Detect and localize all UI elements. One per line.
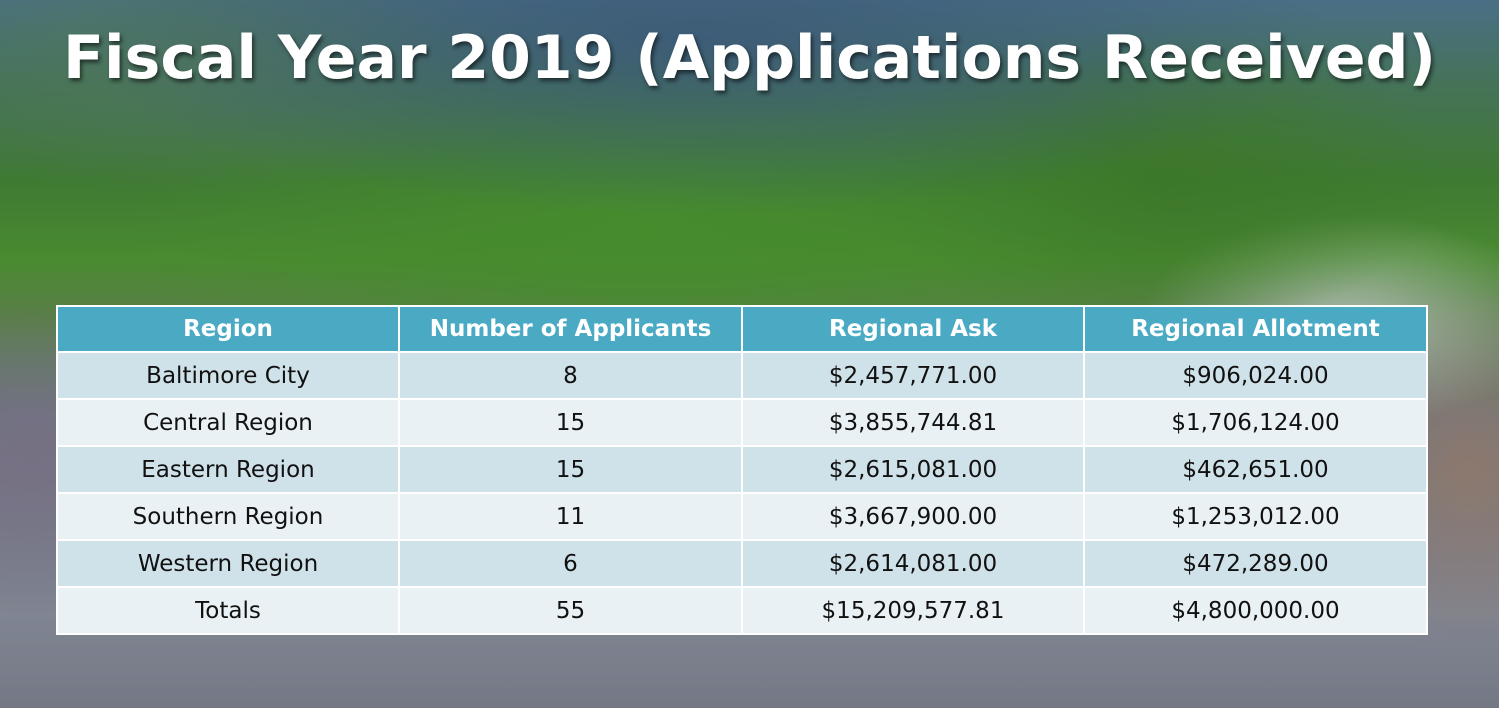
cell-regional-allotment: $472,289.00 — [1083, 539, 1428, 588]
cell-regional-ask: $2,457,771.00 — [741, 351, 1085, 400]
table-row: Eastern Region 15 $2,615,081.00 $462,651… — [56, 445, 1428, 494]
cell-region: Eastern Region — [56, 445, 400, 494]
cell-totals-label: Totals — [56, 586, 400, 635]
cell-applicants: 8 — [398, 351, 743, 400]
cell-region: Western Region — [56, 539, 400, 588]
table-row: Central Region 15 $3,855,744.81 $1,706,1… — [56, 398, 1428, 447]
cell-regional-ask: $2,615,081.00 — [741, 445, 1085, 494]
applications-table-container: Region Number of Applicants Regional Ask… — [56, 305, 1428, 635]
cell-regional-allotment: $906,024.00 — [1083, 351, 1428, 400]
applications-table: Region Number of Applicants Regional Ask… — [56, 305, 1428, 635]
cell-regional-allotment: $1,253,012.00 — [1083, 492, 1428, 541]
table-row: Western Region 6 $2,614,081.00 $472,289.… — [56, 539, 1428, 588]
header-region: Region — [56, 305, 400, 353]
header-regional-allotment: Regional Allotment — [1083, 305, 1428, 353]
header-number-of-applicants: Number of Applicants — [398, 305, 743, 353]
table-totals-row: Totals 55 $15,209,577.81 $4,800,000.00 — [56, 586, 1428, 635]
cell-regional-ask: $3,667,900.00 — [741, 492, 1085, 541]
cell-regional-ask: $3,855,744.81 — [741, 398, 1085, 447]
cell-applicants: 15 — [398, 398, 743, 447]
cell-regional-ask: $2,614,081.00 — [741, 539, 1085, 588]
cell-applicants: 6 — [398, 539, 743, 588]
cell-total-applicants: 55 — [398, 586, 743, 635]
cell-regional-allotment: $462,651.00 — [1083, 445, 1428, 494]
header-regional-ask: Regional Ask — [741, 305, 1085, 353]
cell-applicants: 11 — [398, 492, 743, 541]
cell-applicants: 15 — [398, 445, 743, 494]
cell-region: Southern Region — [56, 492, 400, 541]
table-row: Baltimore City 8 $2,457,771.00 $906,024.… — [56, 351, 1428, 400]
cell-region: Baltimore City — [56, 351, 400, 400]
table-header-row: Region Number of Applicants Regional Ask… — [56, 305, 1428, 353]
table-row: Southern Region 11 $3,667,900.00 $1,253,… — [56, 492, 1428, 541]
slide-title: Fiscal Year 2019 (Applications Received) — [63, 23, 1436, 93]
cell-region: Central Region — [56, 398, 400, 447]
cell-total-regional-allotment: $4,800,000.00 — [1083, 586, 1428, 635]
cell-regional-allotment: $1,706,124.00 — [1083, 398, 1428, 447]
cell-total-regional-ask: $15,209,577.81 — [741, 586, 1085, 635]
